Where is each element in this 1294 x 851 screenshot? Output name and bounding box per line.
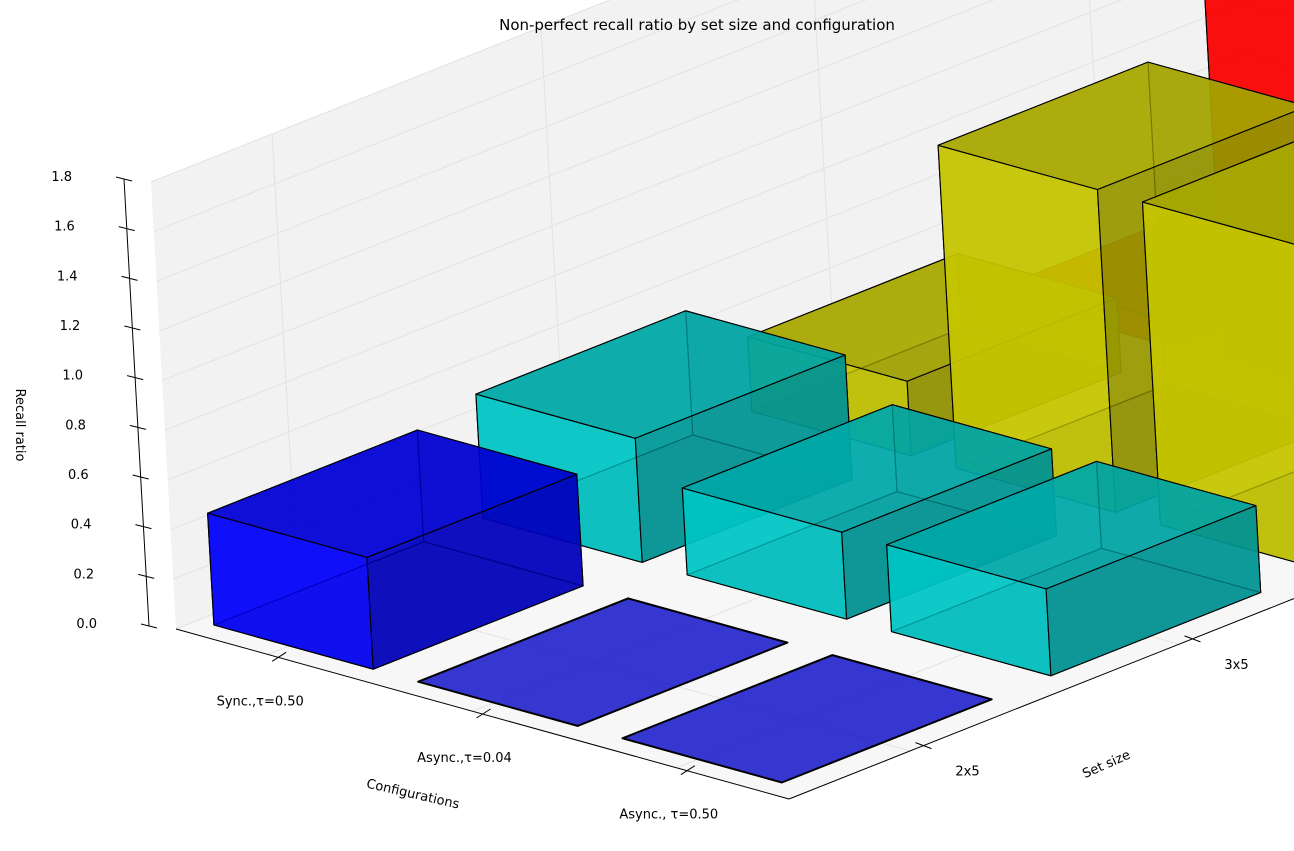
z-tick: [115, 176, 133, 182]
z-tick-label: 1.8: [51, 170, 72, 185]
set-size-tick-label: 2x5: [955, 765, 979, 780]
z-tick-label: 0.0: [76, 617, 97, 632]
z-tick-label: 1.6: [54, 220, 75, 235]
z-tick-label: 0.4: [71, 518, 92, 533]
bar-2x5-config-2: [621, 654, 993, 784]
z-tick: [140, 623, 158, 629]
z-tick: [129, 424, 147, 430]
config-tick: [476, 708, 491, 719]
bar-top-face: [1141, 141, 1294, 245]
z-tick: [121, 275, 138, 281]
chart-title: Non-perfect recall ratio by set size and…: [499, 16, 895, 34]
bar-2x5-config-1: [417, 597, 789, 727]
bar-2x5-config-0: [207, 429, 584, 670]
z-tick: [124, 325, 141, 331]
z-gridline: [161, 0, 1123, 382]
z-tick: [132, 474, 149, 480]
bars: [207, 0, 1294, 784]
config-tick-label: Async.,τ=0.04: [417, 751, 512, 766]
z-tick: [138, 573, 155, 579]
config-tick-label: Async., τ=0.50: [619, 808, 718, 823]
bar-top-face: [681, 404, 1053, 533]
z-tick-label: 1.4: [57, 269, 78, 284]
bar-flat-face: [621, 654, 993, 784]
y-axis-label: Set size: [1080, 748, 1132, 782]
z-tick-label: 0.2: [74, 567, 95, 582]
z-tick: [118, 226, 135, 232]
z-gridline: [150, 0, 611, 183]
config-tick: [271, 651, 287, 662]
z-gridline: [153, 0, 740, 233]
z-tick-label: 1.0: [62, 369, 83, 384]
z-gridline: [156, 0, 867, 282]
z-tick-label: 1.2: [60, 319, 81, 334]
set-size-tick: [915, 742, 932, 750]
bar-top-face: [937, 61, 1294, 191]
set-size-tick-label: 3x5: [1224, 658, 1248, 673]
config-tick-label: Sync.,τ=0.50: [217, 694, 304, 709]
config-tick: [680, 765, 696, 776]
bar-top-face: [207, 429, 578, 558]
bar-flat-face: [417, 597, 789, 727]
z-tick-label: 0.6: [68, 468, 89, 483]
bar-top-face: [886, 460, 1257, 590]
z-gridline: [159, 0, 995, 332]
bar-3x5-config-2: [886, 460, 1262, 677]
set-size-tick: [1184, 635, 1201, 643]
x-axis-label: Configurations: [365, 777, 461, 813]
z-axis-label: Recall ratio: [12, 389, 27, 462]
z-tick-label: 0.8: [65, 418, 86, 433]
z-tick: [135, 524, 152, 530]
z-axis-line: [123, 178, 150, 627]
bar-top-face: [475, 310, 846, 439]
y-axis-line: [788, 598, 1294, 800]
axes: [115, 176, 1294, 800]
z-tick: [126, 375, 144, 381]
bar-front-face: [1141, 201, 1294, 563]
